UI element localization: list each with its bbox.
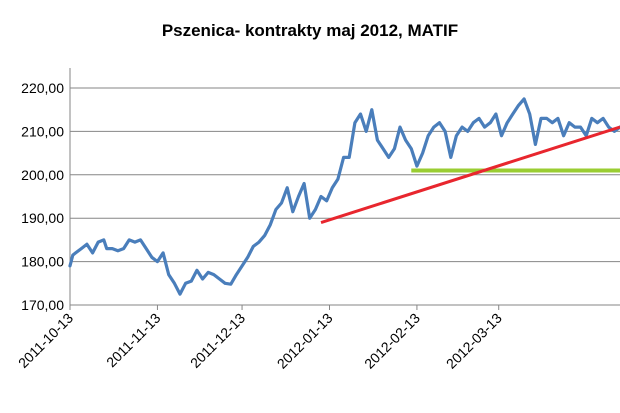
y-tick-label: 170,00 xyxy=(21,297,64,313)
x-tick-label: 2011-10-13 xyxy=(15,310,76,371)
y-tick-labels: 170,00 180,00 190,00 200,00 210,00 220,00 xyxy=(21,80,64,313)
y-tick-label: 200,00 xyxy=(21,167,64,183)
price-series-line xyxy=(68,97,620,296)
y-tick-label: 190,00 xyxy=(21,210,64,226)
y-tick-label: 210,00 xyxy=(21,123,64,139)
y-tick-label: 180,00 xyxy=(21,254,64,270)
x-tick-label: 2012-02-13 xyxy=(361,310,423,372)
plot-lines xyxy=(68,97,620,296)
x-tick-label: 2012-03-13 xyxy=(443,310,505,372)
x-tick-label: 2012-01-13 xyxy=(274,310,336,372)
grid-lines xyxy=(69,68,620,310)
chart-title: Pszenica- kontrakty maj 2012, MATIF xyxy=(162,21,458,40)
y-tick-label: 220,00 xyxy=(21,80,64,96)
x-tick-labels: 2011-10-13 2011-11-13 2011-12-13 2012-01-13… xyxy=(15,310,505,372)
x-tick-label: 2011-12-13 xyxy=(187,310,248,371)
x-tick-label: 2011-11-13 xyxy=(103,310,164,371)
trend-line xyxy=(320,125,620,224)
